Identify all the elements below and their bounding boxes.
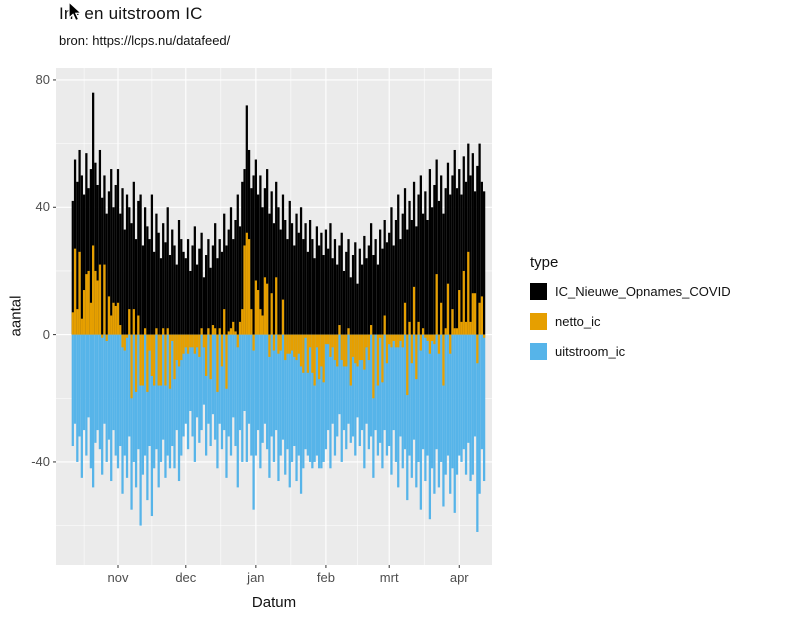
x-axis-title: Datum — [251, 594, 297, 611]
x-tick-label: dec — [175, 570, 197, 585]
legend: type IC_Nieuwe_Opnames_COVID netto_ic ui… — [530, 254, 731, 373]
legend-swatch-netto — [530, 313, 547, 330]
y-tick-label: 40 — [35, 199, 50, 215]
y-tick-label: -40 — [31, 453, 50, 469]
x-tick-label: feb — [316, 570, 335, 585]
legend-swatch-uitstroom — [530, 343, 547, 360]
y-tick-label: 80 — [35, 71, 50, 87]
x-tick-label: mrt — [379, 570, 399, 585]
legend-entry: uitstroom_ic — [530, 343, 731, 360]
x-tick-label: jan — [247, 570, 265, 585]
y-tick-label: 0 — [42, 326, 50, 342]
chart-title: In- en uitstroom IC — [59, 4, 203, 23]
legend-entry: IC_Nieuwe_Opnames_COVID — [530, 283, 731, 300]
x-tick-label: apr — [449, 570, 469, 585]
x-tick-label: nov — [107, 570, 129, 585]
legend-swatch-opnames — [530, 283, 547, 300]
y-axis-title: aantal — [7, 295, 25, 337]
legend-label: netto_ic — [555, 314, 601, 329]
chart-subtitle: bron: https://lcps.nu/datafeed/ — [59, 33, 231, 48]
legend-title: type — [530, 254, 559, 271]
legend-label: uitstroom_ic — [555, 344, 626, 359]
legend-label: IC_Nieuwe_Opnames_COVID — [555, 284, 731, 299]
legend-entry: netto_ic — [530, 313, 731, 330]
